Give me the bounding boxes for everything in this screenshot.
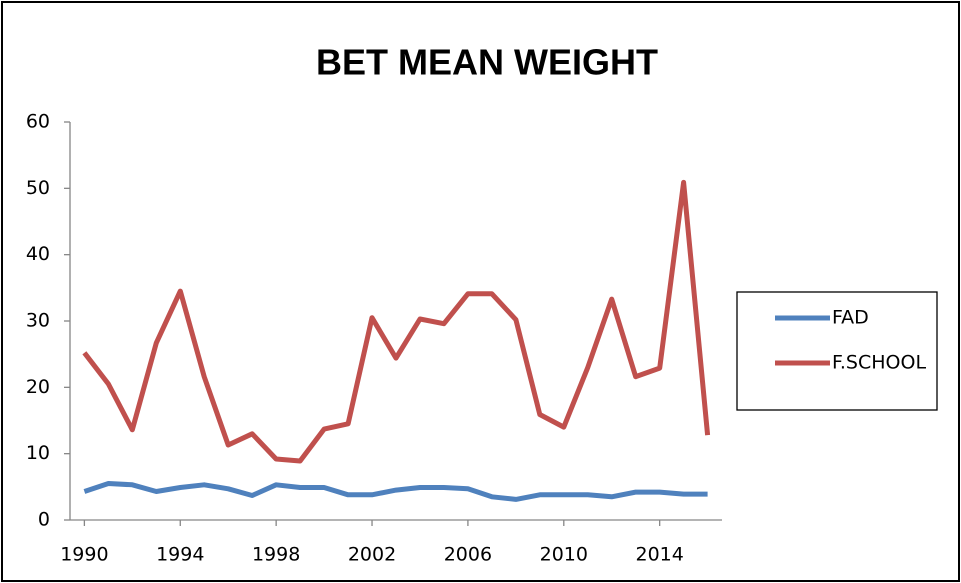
x-tick-label: 2010 bbox=[540, 544, 588, 566]
x-tick-label: 1990 bbox=[60, 544, 108, 566]
y-tick-label: 0 bbox=[38, 509, 50, 531]
y-tick-label: 30 bbox=[26, 310, 50, 332]
legend bbox=[736, 291, 938, 411]
x-tick-label: 1994 bbox=[156, 544, 204, 566]
x-tick-label: 2002 bbox=[348, 544, 396, 566]
legend-label: F.SCHOOL bbox=[832, 352, 926, 374]
legend-label: FAD bbox=[832, 307, 869, 329]
y-tick-label: 50 bbox=[26, 177, 50, 199]
x-tick-label: 2014 bbox=[635, 544, 683, 566]
series-line bbox=[83, 481, 708, 502]
series-line bbox=[82, 179, 711, 464]
chart-title: BET MEAN WEIGHT bbox=[316, 42, 658, 83]
y-tick-label: 40 bbox=[26, 243, 50, 265]
x-tick-label: 1998 bbox=[252, 544, 300, 566]
x-tick-label: 2006 bbox=[444, 544, 492, 566]
y-tick-label: 10 bbox=[26, 442, 50, 464]
y-tick-label: 60 bbox=[26, 111, 50, 133]
y-tick-label: 20 bbox=[26, 376, 50, 398]
